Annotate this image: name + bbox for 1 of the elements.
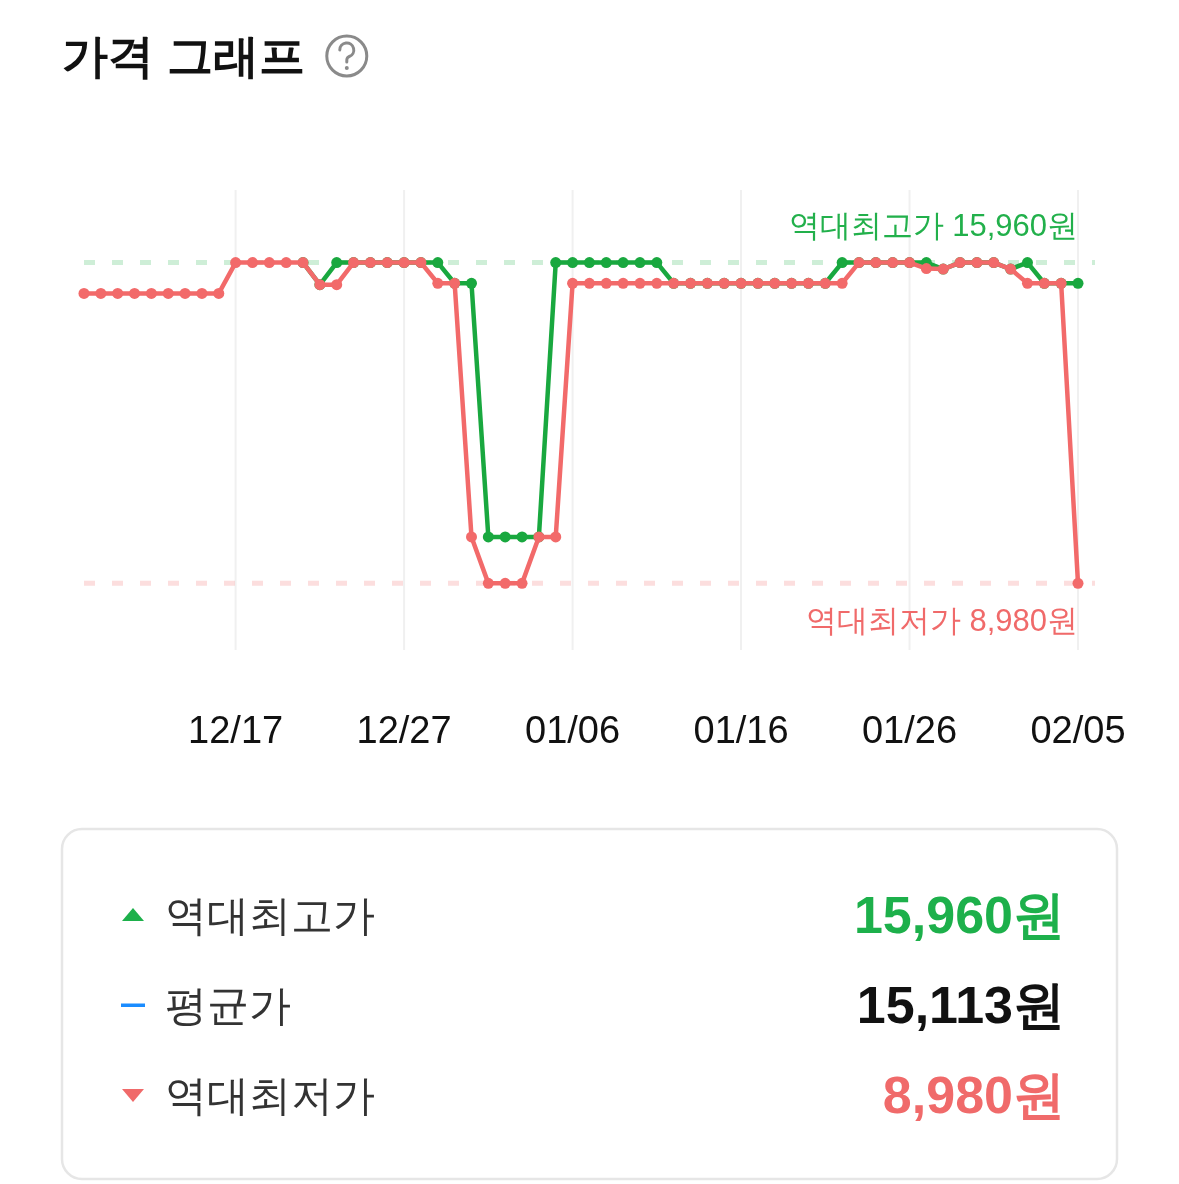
title: 가격 그래프 bbox=[62, 30, 305, 82]
